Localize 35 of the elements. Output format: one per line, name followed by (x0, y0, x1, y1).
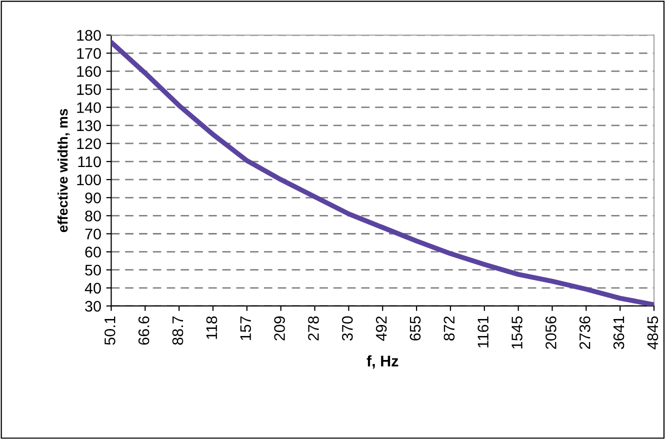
y-tick-label: 160 (77, 66, 101, 77)
x-tick-label: 209 (274, 316, 285, 340)
y-tick-label: 110 (78, 156, 101, 168)
y-tick-label: 120 (77, 138, 101, 150)
x-tick-label: 1161 (478, 316, 488, 348)
y-tick-label: 130 (77, 120, 101, 132)
x-tick-label: 492 (376, 316, 387, 341)
y-tick-label: 170 (77, 48, 101, 59)
x-tick-label: 1545 (512, 316, 522, 349)
y-tick-label: 80 (85, 210, 101, 222)
x-tick-label: 66.6 (138, 316, 150, 345)
y-tick-label: 50 (85, 264, 101, 276)
x-tick-label: 157 (240, 316, 252, 340)
x-tick-label: 370 (342, 316, 353, 341)
x-tick-label: 278 (308, 316, 319, 340)
x-tick-label: 2056 (546, 316, 556, 349)
x-tick-label: 118 (206, 316, 218, 339)
y-axis-title: effective width, ms (58, 108, 70, 232)
x-tick-label: 88.7 (172, 316, 184, 345)
y-tick-label: 90 (85, 192, 101, 204)
x-tick-label: 2736 (579, 316, 590, 349)
y-tick-label: 30 (85, 300, 101, 312)
x-tick-label: 4845 (647, 316, 658, 350)
y-tick-label: 140 (77, 102, 101, 114)
y-tick-label: 100 (77, 174, 101, 186)
y-tick-label: 180 (77, 30, 101, 41)
y-tick-label: 150 (77, 84, 101, 95)
y-tick-label: 40 (84, 282, 101, 294)
y-tick-label: 60 (85, 246, 101, 258)
x-tick-label: 655 (410, 316, 421, 340)
x-axis-title: f, Hz (366, 355, 398, 369)
y-tick-label: 70 (85, 228, 101, 240)
x-tick-label: 3641 (613, 316, 624, 350)
x-tick-label: 872 (444, 316, 455, 341)
x-tick-label: 50.1 (104, 316, 116, 345)
